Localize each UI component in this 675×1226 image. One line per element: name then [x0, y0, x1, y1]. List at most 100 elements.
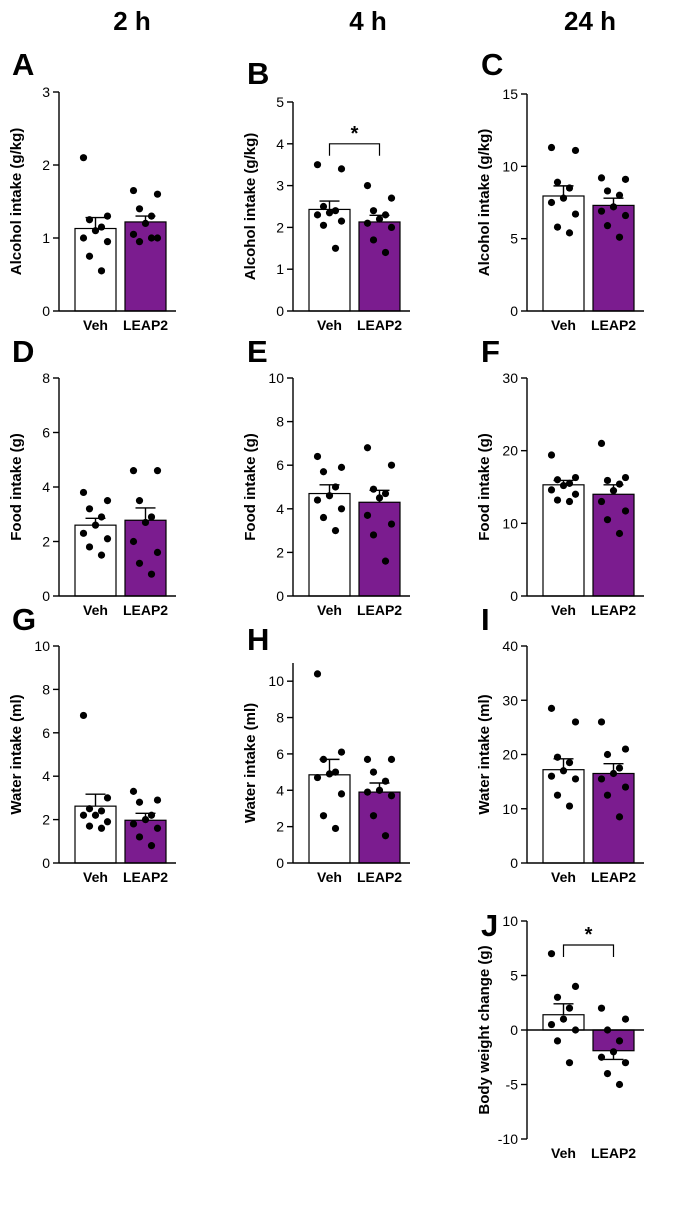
- data-point-veh: [553, 1037, 562, 1045]
- y-tick-label: 5: [510, 968, 518, 984]
- y-tick-label: 8: [42, 681, 50, 697]
- data-point-veh: [97, 223, 106, 231]
- y-tick-label: 5: [510, 231, 518, 247]
- panel-letter: J: [481, 908, 498, 943]
- y-axis-label: Alcohol intake (g/kg): [8, 128, 25, 276]
- panel-letter: I: [481, 602, 490, 637]
- y-tick-label: 4: [42, 479, 50, 495]
- data-point-leap2: [141, 518, 150, 527]
- data-point-veh: [565, 479, 574, 487]
- category-label-veh: Veh: [551, 317, 576, 333]
- data-point-veh: [313, 496, 322, 504]
- data-point-leap2: [369, 236, 378, 244]
- y-tick-label: 2: [276, 219, 284, 235]
- data-point-veh: [565, 229, 574, 237]
- chart-panel-c: C Veh LEAP2 0 5 10 15 Alcohol intake (g/kg): [476, 47, 644, 333]
- bar-veh: [308, 774, 351, 864]
- data-point-leap2: [603, 476, 612, 485]
- data-point-veh: [553, 476, 562, 484]
- data-point-leap2: [621, 211, 630, 220]
- data-point-leap2: [621, 507, 630, 515]
- y-tick-label: 40: [502, 638, 518, 654]
- y-tick-label: 2: [276, 819, 284, 835]
- data-point-leap2: [147, 811, 156, 819]
- data-point-leap2: [135, 798, 144, 806]
- data-point-leap2: [615, 480, 624, 488]
- data-point-veh: [103, 794, 112, 802]
- data-point-leap2: [387, 194, 396, 202]
- y-tick-label: 10: [502, 801, 518, 817]
- y-tick-label: 6: [276, 746, 284, 762]
- data-point-leap2: [387, 755, 396, 763]
- data-point-veh: [97, 824, 106, 832]
- panel-letter: A: [12, 47, 34, 82]
- data-point-veh: [331, 527, 340, 535]
- y-axis-label: Water intake (ml): [242, 703, 259, 823]
- y-tick-label: 10: [34, 638, 50, 654]
- category-label-veh: Veh: [551, 602, 576, 618]
- data-point-veh: [97, 267, 106, 275]
- data-point-leap2: [153, 190, 162, 198]
- data-point-veh: [313, 670, 322, 678]
- data-point-veh: [553, 223, 562, 231]
- data-point-veh: [85, 216, 94, 224]
- data-point-leap2: [363, 444, 372, 452]
- category-label-leap2: LEAP2: [591, 869, 636, 885]
- data-point-leap2: [153, 796, 162, 804]
- data-point-veh: [331, 768, 340, 776]
- data-point-leap2: [129, 787, 138, 795]
- y-tick-label: 0: [510, 855, 518, 871]
- y-tick-label: 30: [502, 692, 518, 708]
- data-point-veh: [103, 818, 112, 826]
- data-point-veh: [313, 211, 322, 219]
- data-point-veh: [79, 711, 88, 720]
- data-point-veh: [571, 146, 580, 155]
- data-point-veh: [325, 209, 334, 217]
- y-axis-label: Water intake (ml): [476, 694, 493, 814]
- y-tick-label: 0: [42, 855, 50, 871]
- data-point-veh: [565, 802, 574, 810]
- data-point-veh: [103, 238, 112, 246]
- category-label-veh: Veh: [551, 1145, 576, 1161]
- column-title-4h: 4 h: [349, 6, 387, 36]
- data-point-veh: [319, 755, 328, 763]
- data-point-veh: [79, 234, 88, 242]
- chart-panel-j: J Veh LEAP2 -10 -5 0 5 10 Body weight change (g)…: [476, 908, 644, 1161]
- data-point-leap2: [135, 559, 144, 567]
- data-point-leap2: [597, 1053, 606, 1061]
- data-point-veh: [547, 451, 556, 459]
- data-point-leap2: [153, 234, 162, 242]
- data-point-veh: [571, 982, 580, 991]
- data-point-leap2: [375, 786, 384, 794]
- data-point-leap2: [375, 215, 384, 223]
- y-tick-label: 1: [276, 261, 284, 277]
- data-point-leap2: [609, 487, 618, 495]
- data-point-leap2: [369, 768, 378, 776]
- y-axis-label: Alcohol intake (g/kg): [476, 129, 493, 277]
- data-point-veh: [559, 194, 568, 202]
- data-point-leap2: [603, 1070, 612, 1078]
- data-point-leap2: [603, 187, 612, 195]
- data-point-veh: [337, 463, 346, 471]
- bar-veh: [542, 769, 585, 864]
- data-point-veh: [565, 184, 574, 192]
- data-point-veh: [553, 178, 562, 186]
- data-point-leap2: [135, 833, 144, 841]
- data-point-leap2: [603, 791, 612, 799]
- data-point-leap2: [615, 1080, 624, 1089]
- data-point-leap2: [129, 186, 138, 195]
- data-point-veh: [85, 252, 94, 260]
- bar-veh: [542, 484, 585, 597]
- y-tick-label: 2: [42, 812, 50, 828]
- data-point-leap2: [141, 219, 150, 227]
- category-label-veh: Veh: [317, 317, 342, 333]
- data-point-leap2: [615, 813, 624, 821]
- y-tick-label: 6: [42, 425, 50, 441]
- data-point-veh: [337, 790, 346, 798]
- y-tick-label: 15: [502, 86, 518, 102]
- y-tick-label: 2: [276, 544, 284, 560]
- data-point-veh: [337, 217, 346, 225]
- data-point-leap2: [363, 788, 372, 796]
- data-point-leap2: [621, 473, 630, 482]
- chart-panel-a: A Veh LEAP2 0 1 2 3 Alcohol intake (g/kg): [8, 47, 176, 333]
